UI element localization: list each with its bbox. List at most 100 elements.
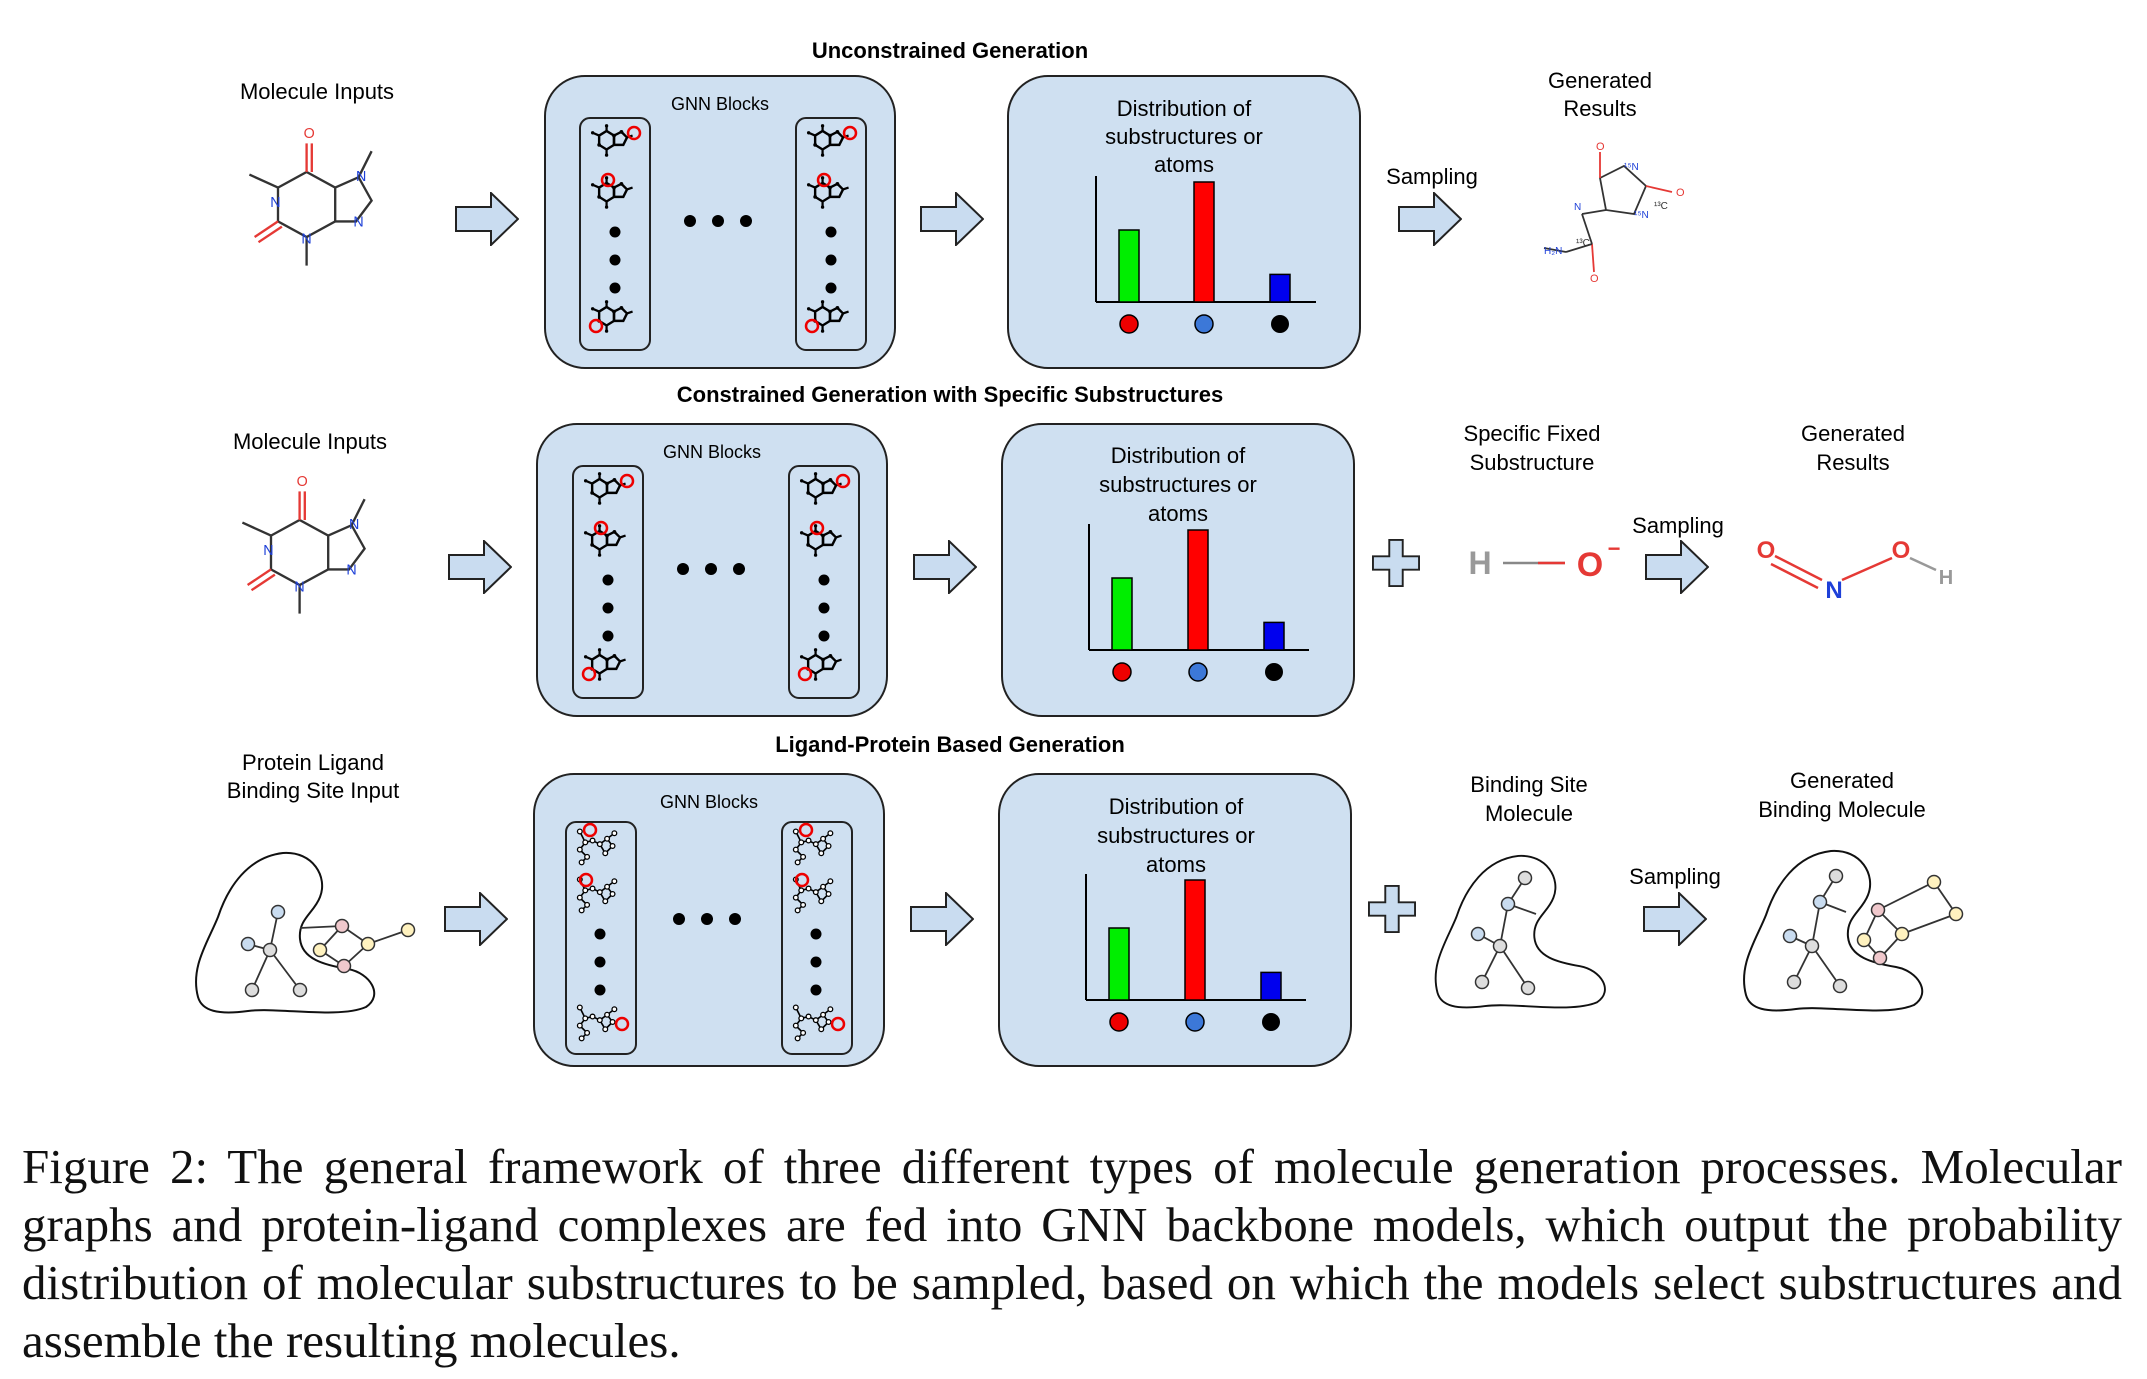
distribution-chart — [1095, 176, 1316, 334]
distribution-chart — [1085, 874, 1306, 1032]
svg-text:O: O — [1757, 537, 1776, 564]
sampling-label: Sampling — [1632, 513, 1724, 538]
svg-text:Distribution of: Distribution of — [1111, 443, 1246, 468]
svg-text:atoms: atoms — [1154, 152, 1214, 177]
svg-text:Binding Site: Binding Site — [1470, 772, 1587, 797]
generated-binding-molecule — [1742, 849, 1964, 1012]
svg-text:O: O — [1676, 187, 1685, 199]
plus-icon — [1372, 539, 1420, 587]
svg-text:Distribution of: Distribution of — [1109, 794, 1244, 819]
svg-text:substructures or: substructures or — [1099, 472, 1257, 497]
bar-green — [1108, 927, 1130, 1001]
bar-blue — [1269, 273, 1291, 303]
block-arrow-icon — [913, 540, 977, 594]
fixed-substructure-label: Specific Fixed Substructure — [1464, 421, 1601, 475]
svg-text:atoms: atoms — [1148, 501, 1208, 526]
caffeine-molecule — [241, 473, 366, 615]
block-arrow-icon — [444, 892, 508, 946]
row-constrained: Molecule Inputs GNN Blocks Distr — [233, 421, 1954, 717]
svg-text:¹⁵N: ¹⁵N — [1634, 210, 1649, 221]
bar-green — [1111, 577, 1133, 651]
block-arrow-icon — [448, 540, 512, 594]
sampling-label: Sampling — [1386, 164, 1478, 189]
gnn-block-right — [788, 465, 860, 699]
row3-title: Ligand-Protein Based Generation — [775, 732, 1125, 757]
svg-text:Results: Results — [1816, 450, 1889, 475]
svg-text:¹³C: ¹³C — [1576, 238, 1590, 249]
generated-molecule-1-atoms: ¹⁵N ¹⁵N N H₂N ¹³C ¹³C — [1544, 162, 1668, 257]
gnn-block-left — [572, 465, 644, 699]
distribution-label: Distribution of substructures or atoms — [1105, 96, 1263, 177]
svg-text:N: N — [1574, 202, 1581, 213]
svg-text:Molecule: Molecule — [1485, 801, 1573, 826]
bar-red — [1187, 529, 1209, 651]
svg-text:Binding Site Input: Binding Site Input — [227, 778, 399, 803]
svg-text:N: N — [1825, 577, 1842, 604]
dot-blue — [1185, 1012, 1205, 1032]
bar-blue — [1260, 971, 1282, 1001]
svg-text:Specific Fixed: Specific Fixed — [1464, 421, 1601, 446]
gnn-block-contents — [581, 472, 851, 682]
binding-site-label: Binding Site Molecule — [1470, 772, 1587, 826]
result-label: Generated Results — [1801, 421, 1905, 475]
svg-text:Binding Molecule: Binding Molecule — [1758, 797, 1926, 822]
block-arrow-icon — [1643, 892, 1707, 946]
nitrous-acid-structure: O N O H — [1757, 537, 1954, 604]
figure-caption: Figure 2: The general framework of three… — [22, 1139, 2122, 1368]
svg-text:O: O — [1596, 141, 1605, 153]
bar-blue — [1263, 621, 1285, 651]
gnn-block-left — [579, 117, 651, 351]
generated-molecule-1 — [1543, 152, 1673, 273]
svg-text:substructures or: substructures or — [1105, 124, 1263, 149]
result-label: Generated Results — [1548, 68, 1652, 121]
gnn-block-contents — [576, 822, 846, 1042]
input-label: Protein Ligand Binding Site Input — [227, 750, 399, 803]
dot-blue — [1188, 662, 1208, 682]
dot-red — [1112, 662, 1132, 682]
input-label: Molecule Inputs — [233, 429, 387, 454]
bar-green — [1118, 229, 1140, 303]
caffeine-molecule — [248, 125, 373, 267]
generated-molecule-1-oxygens: O O O — [1590, 141, 1685, 285]
svg-text:Substructure: Substructure — [1470, 450, 1595, 475]
row-unconstrained: Molecule Inputs GNN Blocks Distr — [240, 68, 1685, 369]
svg-text:¹³C: ¹³C — [1654, 201, 1668, 212]
block-arrow-icon — [1645, 540, 1709, 594]
plus-icon — [1368, 885, 1416, 933]
svg-text:Results: Results — [1563, 96, 1636, 121]
input-label: Molecule Inputs — [240, 79, 394, 104]
svg-text:−: − — [1608, 536, 1621, 561]
distribution-label: Distribution of substructures or atoms — [1099, 443, 1257, 526]
result-label: Generated Binding Molecule — [1758, 768, 1926, 822]
gnn-block-left — [565, 821, 637, 1055]
svg-text:Distribution of: Distribution of — [1117, 96, 1252, 121]
gnn-label: GNN Blocks — [663, 442, 761, 462]
dot-blue — [1194, 314, 1214, 334]
gnn-label: GNN Blocks — [660, 792, 758, 812]
svg-text:H: H — [1468, 545, 1491, 581]
row-ligand-protein: Protein Ligand Binding Site Input — [194, 750, 1964, 1067]
svg-text:O: O — [1590, 273, 1599, 285]
distribution-chart — [1088, 524, 1309, 682]
svg-text:¹⁵N: ¹⁵N — [1624, 162, 1639, 173]
row1-title: Unconstrained Generation — [812, 38, 1088, 63]
svg-text:Generated: Generated — [1548, 68, 1652, 93]
binding-site-molecule — [1434, 854, 1607, 1009]
row2-title: Constrained Generation with Specific Sub… — [677, 382, 1223, 407]
sampling-label: Sampling — [1629, 864, 1721, 889]
hydroxide-structure: H O − — [1468, 536, 1620, 584]
dot-black — [1271, 315, 1289, 333]
svg-text:Protein Ligand: Protein Ligand — [242, 750, 384, 775]
dot-black — [1262, 1013, 1280, 1031]
dot-black — [1265, 663, 1283, 681]
svg-text:H: H — [1939, 567, 1953, 589]
gnn-block-right — [781, 821, 853, 1055]
dot-red — [1109, 1012, 1129, 1032]
block-arrow-icon — [910, 892, 974, 946]
bar-red — [1184, 879, 1206, 1001]
block-arrow-icon — [920, 192, 984, 246]
svg-text:Generated: Generated — [1790, 768, 1894, 793]
gnn-block-contents — [588, 124, 858, 334]
block-arrow-icon — [1398, 192, 1462, 246]
distribution-label: Distribution of substructures or atoms — [1097, 794, 1255, 877]
